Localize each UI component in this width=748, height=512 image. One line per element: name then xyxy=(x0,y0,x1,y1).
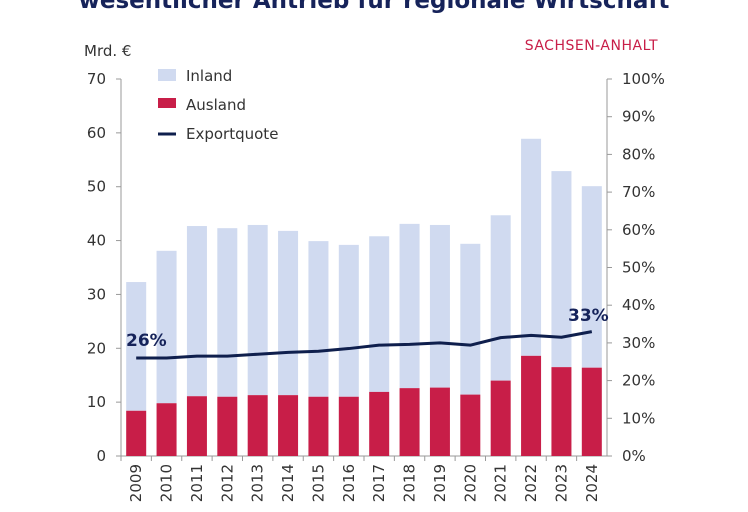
left-tick-label: 20 xyxy=(87,339,106,357)
x-tick-label: 2024 xyxy=(583,464,601,502)
right-tick-label: 60% xyxy=(622,221,655,239)
legend-swatch-inland xyxy=(158,69,176,81)
bar-ausland xyxy=(247,395,268,456)
bar-inland xyxy=(429,224,450,388)
left-tick-label: 70 xyxy=(87,70,106,88)
bar-inland xyxy=(156,250,177,404)
left-tick-label: 50 xyxy=(87,178,106,196)
bar-ausland xyxy=(186,396,207,456)
bar-inland xyxy=(126,282,147,411)
legend-label-inland: Inland xyxy=(186,67,232,85)
right-tick-label: 70% xyxy=(622,183,655,201)
bar-ausland xyxy=(278,395,299,456)
bar-inland xyxy=(369,236,390,392)
x-tick-label: 2014 xyxy=(279,464,297,502)
x-tick-label: 2020 xyxy=(461,464,479,502)
right-tick-label: 20% xyxy=(622,372,655,390)
bar-inland xyxy=(278,230,299,396)
bar-ausland xyxy=(581,367,602,456)
x-tick-label: 2010 xyxy=(158,464,176,502)
right-tick-label: 10% xyxy=(622,409,655,427)
chart-title: wesentlicher Antrieb für regionale Wirts… xyxy=(78,0,670,14)
bar-ausland xyxy=(490,380,511,456)
left-tick-label: 10 xyxy=(87,393,106,411)
bar-ausland xyxy=(338,396,359,456)
right-tick-label: 40% xyxy=(622,296,655,314)
right-tick-label: 0% xyxy=(622,447,646,465)
left-tick-label: 40 xyxy=(87,232,106,250)
bar-ausland xyxy=(308,396,329,456)
exportquote-line xyxy=(136,330,593,360)
x-tick-label: 2013 xyxy=(249,464,267,502)
bar-ausland xyxy=(521,355,542,456)
x-tick-label: 2018 xyxy=(401,464,419,502)
annotation-start: 26% xyxy=(126,331,167,351)
x-tick-label: 2016 xyxy=(340,464,358,502)
left-tick-label: 0 xyxy=(96,447,106,465)
right-tick-label: 80% xyxy=(622,145,655,163)
bar-ausland xyxy=(399,388,420,456)
bar-ausland xyxy=(429,387,450,456)
x-tick-label: 2012 xyxy=(218,464,236,502)
x-tick-label: 2019 xyxy=(431,464,449,502)
legend-label-exportquote: Exportquote xyxy=(186,125,278,143)
x-tick-label: 2023 xyxy=(552,464,570,502)
x-tick-label: 2009 xyxy=(127,464,145,502)
x-tick-label: 2017 xyxy=(370,464,388,502)
bar-inland xyxy=(521,138,542,356)
bar-ausland xyxy=(126,410,147,456)
right-tick-label: 90% xyxy=(622,108,655,126)
bar-inland xyxy=(308,241,329,397)
region-label: SACHSEN-ANHALT xyxy=(524,38,658,54)
bar-inland xyxy=(490,215,511,381)
annotation-end: 33% xyxy=(568,306,609,326)
bar-inland xyxy=(247,224,268,396)
y-axis-unit: Mrd. € xyxy=(84,42,132,60)
bar-inland xyxy=(581,186,602,368)
bar-ausland xyxy=(551,367,572,456)
left-tick-label: 60 xyxy=(87,124,106,142)
bar-inland xyxy=(399,223,420,389)
right-tick-label: 30% xyxy=(622,334,655,352)
x-tick-label: 2021 xyxy=(492,464,510,502)
bar-ausland xyxy=(156,403,177,456)
bar-ausland xyxy=(369,391,390,456)
bar-inland xyxy=(217,228,238,397)
x-tick-label: 2022 xyxy=(522,464,540,502)
bar-inland xyxy=(338,244,359,397)
x-tick-label: 2015 xyxy=(309,464,327,502)
bar-ausland xyxy=(460,394,481,456)
right-tick-label: 50% xyxy=(622,259,655,277)
legend-swatch-ausland xyxy=(158,98,176,108)
right-tick-label: 100% xyxy=(622,70,665,88)
x-tick-label: 2011 xyxy=(188,464,206,502)
bar-inland xyxy=(186,226,207,397)
bar-inland xyxy=(460,243,481,395)
bar-inland xyxy=(551,171,572,368)
bar-ausland xyxy=(217,396,238,456)
legend-label-ausland: Ausland xyxy=(186,96,246,114)
left-tick-label: 30 xyxy=(87,285,106,303)
